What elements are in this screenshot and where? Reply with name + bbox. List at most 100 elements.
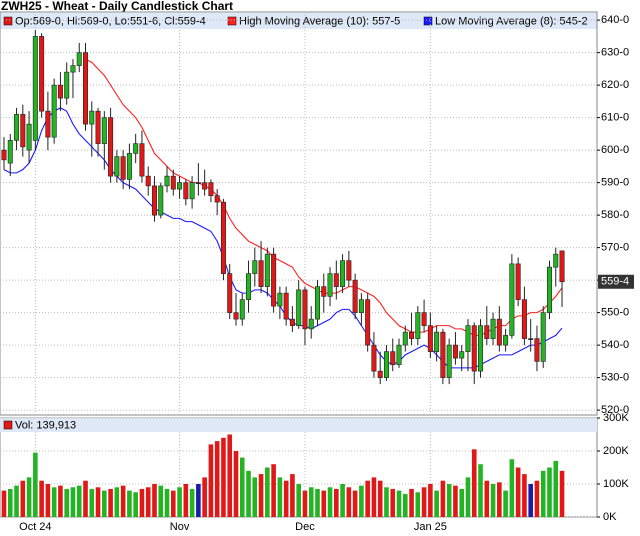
volume-bar (409, 488, 414, 517)
y-tick-label: 530-0 (601, 372, 629, 384)
volume-bar (490, 484, 496, 517)
volume-bar (145, 487, 151, 517)
candle-body (446, 344, 452, 378)
candle-body (559, 250, 565, 283)
volume-bar (127, 490, 132, 517)
volume-bar (296, 484, 301, 517)
volume-bar (239, 457, 245, 517)
y-tick-label: 540-0 (601, 339, 629, 351)
volume-bar (478, 464, 483, 517)
volume-bar (440, 480, 446, 517)
volume-bar (233, 451, 239, 517)
candle-body (214, 195, 220, 203)
volume-bar (540, 470, 546, 517)
candle-body (484, 325, 490, 339)
volume-bar (352, 490, 358, 517)
candle-body (427, 325, 433, 352)
y-tick-label: 550-0 (601, 307, 629, 319)
candle-body (202, 182, 208, 190)
candle-body (227, 273, 233, 313)
volume-bar (170, 490, 176, 517)
volume-bar (321, 490, 327, 517)
candle-body (289, 318, 295, 326)
y-tick-label: 200K (603, 445, 629, 457)
candle-body (195, 182, 201, 184)
volume-bar (415, 492, 421, 517)
legend-label: Low Moving Average (8): 545-2 (435, 15, 588, 27)
candle-body (246, 273, 252, 300)
candle-body (471, 325, 477, 372)
candle-body (70, 65, 76, 73)
volume-bar (522, 474, 527, 517)
y-tick-label: 640-0 (601, 14, 629, 26)
volume-bar (45, 484, 51, 517)
volume-bar (114, 487, 120, 517)
volume-bar (20, 480, 26, 517)
candle-body (264, 253, 270, 287)
candle-body (252, 260, 258, 274)
candle-body (327, 273, 333, 297)
candle-body (14, 114, 20, 141)
candle-body (164, 175, 170, 187)
y-tick-label: 100K (603, 478, 629, 490)
volume-bar (221, 437, 226, 517)
candle-body (371, 344, 377, 372)
candle-body (553, 253, 559, 268)
candle-body (534, 338, 540, 362)
volume-bar (1, 490, 7, 517)
volume-bar (471, 449, 477, 517)
volume-bar (120, 485, 126, 517)
candle-body (51, 84, 57, 138)
candle-body (108, 117, 114, 177)
x-tick-label: Dec (295, 521, 315, 533)
volume-bar (384, 487, 389, 517)
candle-body (39, 36, 45, 112)
candle-body (114, 156, 120, 177)
candle-body (302, 289, 308, 330)
candle-body (421, 312, 427, 326)
candle-body (239, 299, 245, 320)
volume-bar (459, 488, 465, 517)
volume-bar (559, 470, 565, 517)
candle-body (151, 185, 157, 216)
candle-body (7, 140, 13, 164)
volume-bar (315, 488, 320, 517)
candle-body (440, 331, 446, 378)
volume-bar (515, 467, 521, 517)
candle-body (57, 84, 63, 99)
volume-bar (509, 459, 515, 517)
candle-body (76, 52, 82, 66)
candle-body (415, 312, 421, 339)
candle-body (83, 52, 89, 125)
candle-body (20, 114, 26, 148)
candle-body (540, 312, 546, 362)
y-tick-label: 520-0 (601, 404, 629, 416)
last-price-label: 559-4 (601, 276, 629, 288)
volume-bar (177, 487, 182, 517)
candle-body (277, 292, 283, 307)
x-tick-label: Nov (170, 521, 190, 533)
candle-body (177, 182, 183, 190)
candle-body (220, 201, 226, 274)
volume-bar (158, 485, 164, 517)
candle-body (145, 175, 151, 187)
candle-body (365, 299, 371, 346)
volume-bar (70, 487, 76, 517)
volume-bar (189, 488, 195, 517)
volume-legend-strip (0, 418, 597, 432)
candle-body (126, 153, 132, 180)
candle-body (133, 143, 139, 154)
volume-bar (58, 485, 63, 517)
candle-body (434, 331, 440, 352)
volume-bar (7, 488, 13, 517)
volume-bar (497, 482, 502, 517)
candle-body (459, 351, 465, 359)
volume-bar (534, 480, 540, 517)
volume-bar (359, 485, 364, 517)
volume-bar (83, 480, 88, 517)
candle-body (95, 110, 101, 144)
volume-bar (503, 490, 508, 517)
volume-bar (164, 488, 170, 517)
candle-body (496, 318, 502, 346)
